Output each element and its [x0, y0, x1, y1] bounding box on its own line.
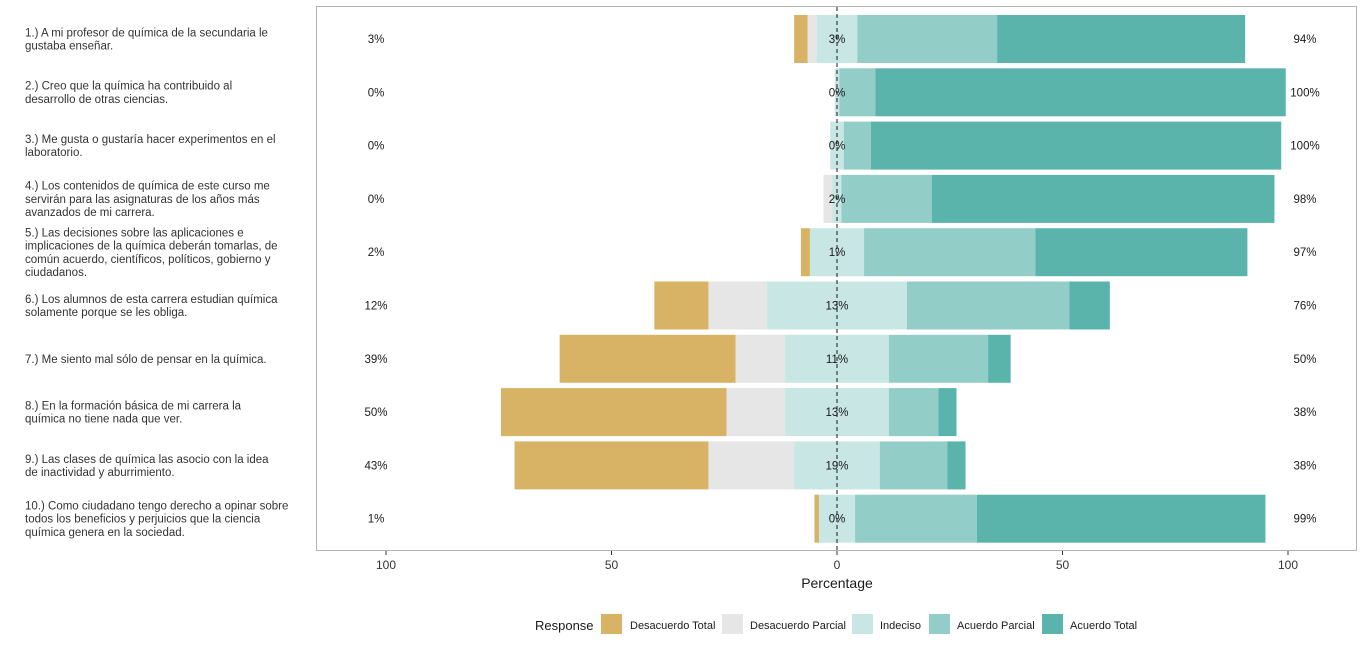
- neutral-percent-label-4: 2%: [829, 194, 846, 206]
- low-percent-label-6: 12%: [364, 301, 387, 313]
- bar-segment-9-desacuerdo-total: [514, 441, 709, 490]
- legend-label-acuerdo-total: Acuerdo Total: [1070, 620, 1137, 632]
- item-labels-layer: 1.) A mi profesor de química de la secun…: [25, 27, 288, 539]
- neutral-percent-label-3: 0%: [829, 141, 846, 153]
- bar-segment-6-desacuerdo-parcial: [708, 281, 768, 330]
- bar-segment-7-acuerdo-total: [988, 334, 1011, 383]
- item-label-1: 1.) A mi profesor de química de la secun…: [25, 27, 268, 52]
- neutral-percent-label-1: 3%: [829, 34, 846, 46]
- bar-segment-8-desacuerdo-total: [501, 388, 727, 437]
- legend-swatch-acuerdo-parcial: [929, 614, 950, 634]
- high-percent-label-9: 38%: [1293, 460, 1316, 472]
- high-percent-label-7: 50%: [1293, 354, 1316, 366]
- bar-segment-10-acuerdo-parcial: [855, 494, 977, 543]
- bar-segment-8-acuerdo-total: [938, 388, 957, 437]
- x-tick-label: 50: [605, 558, 619, 572]
- bar-segment-1-acuerdo-total: [997, 15, 1246, 63]
- bar-segment-7-desacuerdo-total: [559, 334, 736, 383]
- x-tick-label: 100: [376, 558, 396, 572]
- item-label-7: 7.) Me siento mal sólo de pensar en la q…: [25, 354, 267, 366]
- high-percent-label-10: 99%: [1293, 514, 1316, 526]
- item-label-4: 4.) Los contenidos de química de este cu…: [25, 181, 270, 219]
- low-percent-label-8: 50%: [364, 407, 387, 419]
- legend: Response Desacuerdo Total Desacuerdo Parc…: [535, 614, 1137, 634]
- x-tick-label: 100: [1278, 558, 1298, 572]
- legend-swatch-desacuerdo-parcial: [722, 614, 743, 634]
- x-tick-label: 50: [1056, 558, 1070, 572]
- bar-segment-10-desacuerdo-total: [814, 494, 819, 543]
- neutral-percent-label-10: 0%: [829, 514, 846, 526]
- item-label-5: 5.) Las decisiones sobre las aplicacione…: [25, 227, 278, 279]
- low-percent-label-10: 1%: [368, 514, 385, 526]
- bar-segment-8-acuerdo-parcial: [888, 388, 939, 437]
- neutral-percent-label-6: 13%: [825, 301, 848, 313]
- bar-segment-1-desacuerdo-parcial: [807, 15, 817, 63]
- low-percent-label-2: 0%: [368, 87, 385, 99]
- low-percent-label-5: 2%: [368, 247, 385, 259]
- bar-segment-5-acuerdo-total: [1035, 228, 1248, 277]
- legend-swatch-indeciso: [852, 614, 873, 634]
- bar-segment-3-indeciso: [830, 121, 844, 170]
- neutral-percent-label-8: 13%: [825, 407, 848, 419]
- item-label-10: 10.) Como ciudadano tengo derecho a opin…: [25, 501, 288, 539]
- bar-segment-4-acuerdo-total: [931, 174, 1275, 223]
- bar-segment-10-acuerdo-total: [976, 494, 1266, 543]
- bar-segment-2-acuerdo-total: [875, 68, 1286, 117]
- bar-segment-3-acuerdo-total: [870, 121, 1282, 170]
- bar-segment-6-acuerdo-parcial: [906, 281, 1070, 330]
- bar-segment-6-acuerdo-total: [1069, 281, 1110, 330]
- bar-segment-4-desacuerdo-parcial: [823, 174, 833, 223]
- bar-segment-1-desacuerdo-total: [794, 15, 808, 63]
- bar-segment-6-desacuerdo-total: [654, 281, 709, 330]
- low-percent-label-7: 39%: [364, 354, 387, 366]
- bar-segment-9-acuerdo-total: [947, 441, 966, 490]
- x-axis-ticks: 100 50 0 50 100: [376, 551, 1298, 572]
- low-percent-label-1: 3%: [368, 34, 385, 46]
- item-label-3: 3.) Me gusta o gustaría hacer experiment…: [25, 134, 276, 159]
- high-percent-label-8: 38%: [1293, 407, 1316, 419]
- percent-labels-layer: 3% 3% 94% 0% 0% 100% 0% 0% 100% 0% 2% 98% 2% 1% 97% 12%…: [364, 34, 1319, 526]
- bar-segment-1-acuerdo-parcial: [857, 15, 998, 63]
- neutral-percent-label-5: 1%: [829, 247, 846, 259]
- item-label-9: 9.) Las clases de química las asocio con…: [25, 454, 269, 479]
- bar-segment-5-desacuerdo-total: [800, 228, 810, 277]
- bar-segment-4-acuerdo-parcial: [841, 174, 932, 223]
- low-percent-label-3: 0%: [368, 141, 385, 153]
- legend-label-acuerdo-parcial: Acuerdo Parcial: [957, 620, 1035, 632]
- high-percent-label-2: 100%: [1290, 87, 1319, 99]
- legend-title: Response: [535, 618, 594, 633]
- legend-label-desacuerdo-parcial: Desacuerdo Parcial: [750, 620, 846, 632]
- low-percent-label-4: 0%: [368, 194, 385, 206]
- bar-segment-9-desacuerdo-parcial: [708, 441, 795, 490]
- item-label-8: 8.) En la formación básica de mi carrera…: [25, 401, 242, 426]
- neutral-percent-label-9: 19%: [825, 460, 848, 472]
- bar-segment-5-acuerdo-parcial: [864, 228, 1036, 277]
- item-label-2: 2.) Creo que la química ha contribuido a…: [25, 81, 232, 106]
- neutral-percent-label-7: 11%: [826, 354, 848, 366]
- bar-segment-8-desacuerdo-parcial: [726, 388, 786, 437]
- item-label-6: 6.) Los alumnos de esta carrera estudian…: [25, 294, 278, 319]
- high-percent-label-4: 98%: [1293, 194, 1316, 206]
- legend-label-indeciso: Indeciso: [880, 620, 921, 632]
- x-axis-title: Percentage: [801, 575, 873, 591]
- bars-layer: [501, 15, 1286, 543]
- high-percent-label-1: 94%: [1293, 34, 1316, 46]
- x-tick-label: 0: [834, 558, 841, 572]
- bar-segment-3-acuerdo-parcial: [843, 121, 871, 170]
- legend-swatch-acuerdo-total: [1042, 614, 1063, 634]
- high-percent-label-6: 76%: [1293, 301, 1316, 313]
- bar-segment-7-acuerdo-parcial: [888, 334, 989, 383]
- neutral-percent-label-2: 0%: [829, 87, 846, 99]
- high-percent-label-5: 97%: [1293, 247, 1316, 259]
- bar-segment-2-acuerdo-parcial: [839, 68, 876, 117]
- high-percent-label-3: 100%: [1290, 141, 1319, 153]
- low-percent-label-9: 43%: [364, 460, 387, 472]
- bar-segment-9-acuerdo-parcial: [879, 441, 948, 490]
- legend-label-desacuerdo-total: Desacuerdo Total: [630, 620, 715, 632]
- legend-swatch-desacuerdo-total: [601, 614, 622, 634]
- bar-segment-7-desacuerdo-parcial: [735, 334, 786, 383]
